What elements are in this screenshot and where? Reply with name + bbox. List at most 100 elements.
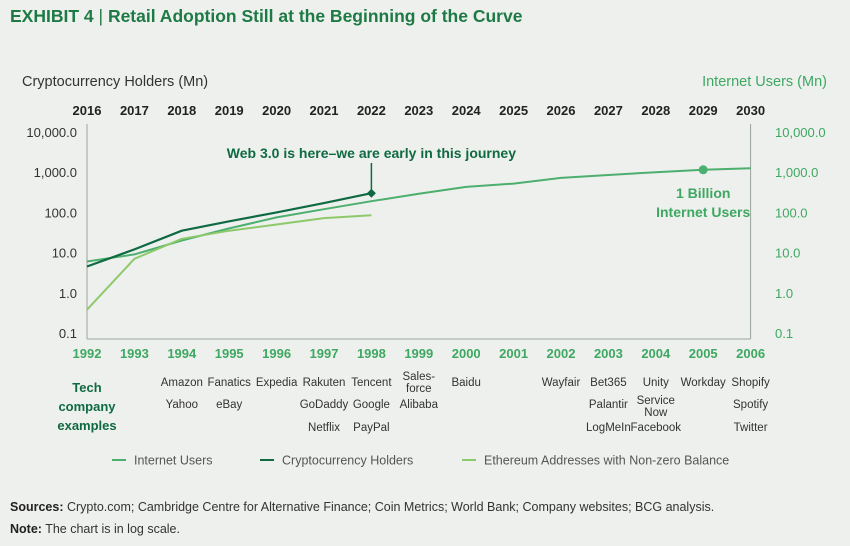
y-tick-left: 0.1 (59, 326, 77, 341)
x-tick-top: 2020 (262, 103, 291, 118)
exhibit-number: EXHIBIT 4 (10, 6, 94, 26)
company-example: Sales- (402, 371, 435, 383)
legend-label: Ethereum Addresses with Non-zero Balance (484, 454, 729, 468)
note-text: The chart is in log scale. (41, 522, 180, 536)
company-example: Baidu (451, 377, 480, 389)
y-tick-left: 10,000.0 (26, 125, 77, 140)
company-example: Shopify (731, 377, 770, 389)
y-tick-right: 100.0 (775, 205, 808, 220)
company-example: Rakuten (303, 377, 346, 389)
tech-company-examples: Tech company examples Amazon Yahoo Fanatics eB… (57, 371, 770, 434)
company-example: Spotify (733, 399, 768, 411)
company-example: PayPal (353, 422, 389, 434)
x-tick-top: 2029 (689, 103, 718, 118)
sources-line: Sources: Crypto.com; Cambridge Centre fo… (10, 500, 714, 514)
series-line (86, 214, 372, 311)
company-example: Unity (643, 377, 669, 389)
y-tick-left: 1,000.0 (34, 165, 77, 180)
x-tick-bottom: 2002 (547, 346, 576, 361)
series-line (86, 192, 372, 268)
company-example: GoDaddy (300, 399, 349, 411)
x-tick-top: 2028 (641, 103, 670, 118)
note-label: Note: (10, 522, 42, 536)
annotation-web3: Web 3.0 is here–we are early in this jou… (227, 145, 516, 161)
x-tick-bottom: 1995 (215, 346, 244, 361)
tech-label-line: Tech (72, 380, 101, 395)
exhibit-title: EXHIBIT 4 | Retail Adoption Still at the… (10, 6, 522, 27)
company-example: Expedia (256, 377, 298, 389)
y-tick-right: 10.0 (775, 246, 800, 261)
x-tick-bottom: 1992 (73, 346, 102, 361)
x-tick-top: 2016 (73, 103, 102, 118)
x-tick-bottom: 2006 (736, 346, 765, 361)
x-tick-bottom: 1996 (262, 346, 291, 361)
company-example: LogMeIn (586, 422, 631, 434)
y-tick-left: 1.0 (59, 286, 77, 301)
company-example: Yahoo (166, 399, 198, 411)
x-tick-top: 2017 (120, 103, 149, 118)
series-line (86, 167, 751, 263)
annotation-billion-line2: Internet Users (656, 204, 750, 220)
tech-label-line: company (58, 399, 116, 414)
legend-label: Internet Users (134, 454, 213, 468)
company-example: Palantir (589, 399, 628, 411)
x-tick-top: 2018 (167, 103, 196, 118)
x-tick-bottom: 1997 (310, 346, 339, 361)
x-tick-bottom: 1994 (167, 346, 197, 361)
company-example: Fanatics (207, 377, 251, 389)
company-example: Facebook (631, 422, 682, 434)
x-tick-top: 2025 (499, 103, 528, 118)
note-line: Note: The chart is in log scale. (10, 522, 180, 536)
annotation-billion-line1: 1 Billion (676, 185, 730, 201)
x-tick-top: 2030 (736, 103, 765, 118)
labels-layer: Cryptocurrency Holders (Mn) Internet User… (22, 74, 827, 361)
x-tick-top: 2019 (215, 103, 244, 118)
billion-users-marker (698, 165, 708, 175)
x-tick-top: 2024 (452, 103, 482, 118)
y-tick-right: 1,000.0 (775, 165, 818, 180)
x-tick-bottom: 1993 (120, 346, 149, 361)
series-lines-layer (86, 163, 751, 311)
company-example: Workday (681, 377, 726, 389)
x-tick-top: 2023 (404, 103, 433, 118)
company-example: Twitter (734, 422, 768, 434)
x-tick-bottom: 2003 (594, 346, 623, 361)
exhibit-title-text: Retail Adoption Still at the Beginning o… (107, 6, 523, 26)
company-example: Netflix (308, 422, 340, 434)
y-tick-right: 1.0 (775, 286, 793, 301)
sources-text: Crypto.com; Cambridge Centre for Alterna… (63, 500, 715, 514)
x-tick-bottom: 2000 (452, 346, 481, 361)
y-tick-left: 10.0 (52, 246, 77, 261)
company-example: Now (644, 407, 668, 419)
company-example: Google (353, 399, 390, 411)
x-tick-bottom: 2004 (641, 346, 671, 361)
axes-layer (86, 124, 752, 340)
y-tick-right: 0.1 (775, 326, 793, 341)
crypto-endpoint-marker (366, 188, 376, 198)
y-tick-right: 10,000.0 (775, 125, 826, 140)
x-tick-bottom: 2001 (499, 346, 528, 361)
x-tick-bottom: 1999 (404, 346, 433, 361)
legend: Internet Users Cryptocurrency Holders Ethe… (112, 454, 729, 468)
x-tick-top: 2021 (310, 103, 339, 118)
y-tick-left: 100.0 (44, 205, 77, 220)
right-axis-title: Internet Users (Mn) (702, 74, 827, 90)
company-example: force (406, 383, 432, 395)
company-example: eBay (216, 399, 242, 411)
company-example: Service (637, 395, 675, 407)
x-tick-bottom: 1998 (357, 346, 386, 361)
legend-label: Cryptocurrency Holders (282, 454, 413, 468)
x-tick-top: 2026 (547, 103, 576, 118)
sources-label: Sources: (10, 500, 64, 514)
x-tick-top: 2027 (594, 103, 623, 118)
title-separator: | (98, 6, 104, 26)
company-example: Amazon (161, 377, 203, 389)
x-tick-bottom: 2005 (689, 346, 718, 361)
x-tick-top: 2022 (357, 103, 386, 118)
left-axis-title: Cryptocurrency Holders (Mn) (22, 74, 208, 90)
company-example: Bet365 (590, 377, 626, 389)
company-example: Alibaba (400, 399, 439, 411)
company-example: Tencent (351, 377, 392, 389)
company-example: Wayfair (542, 377, 581, 389)
